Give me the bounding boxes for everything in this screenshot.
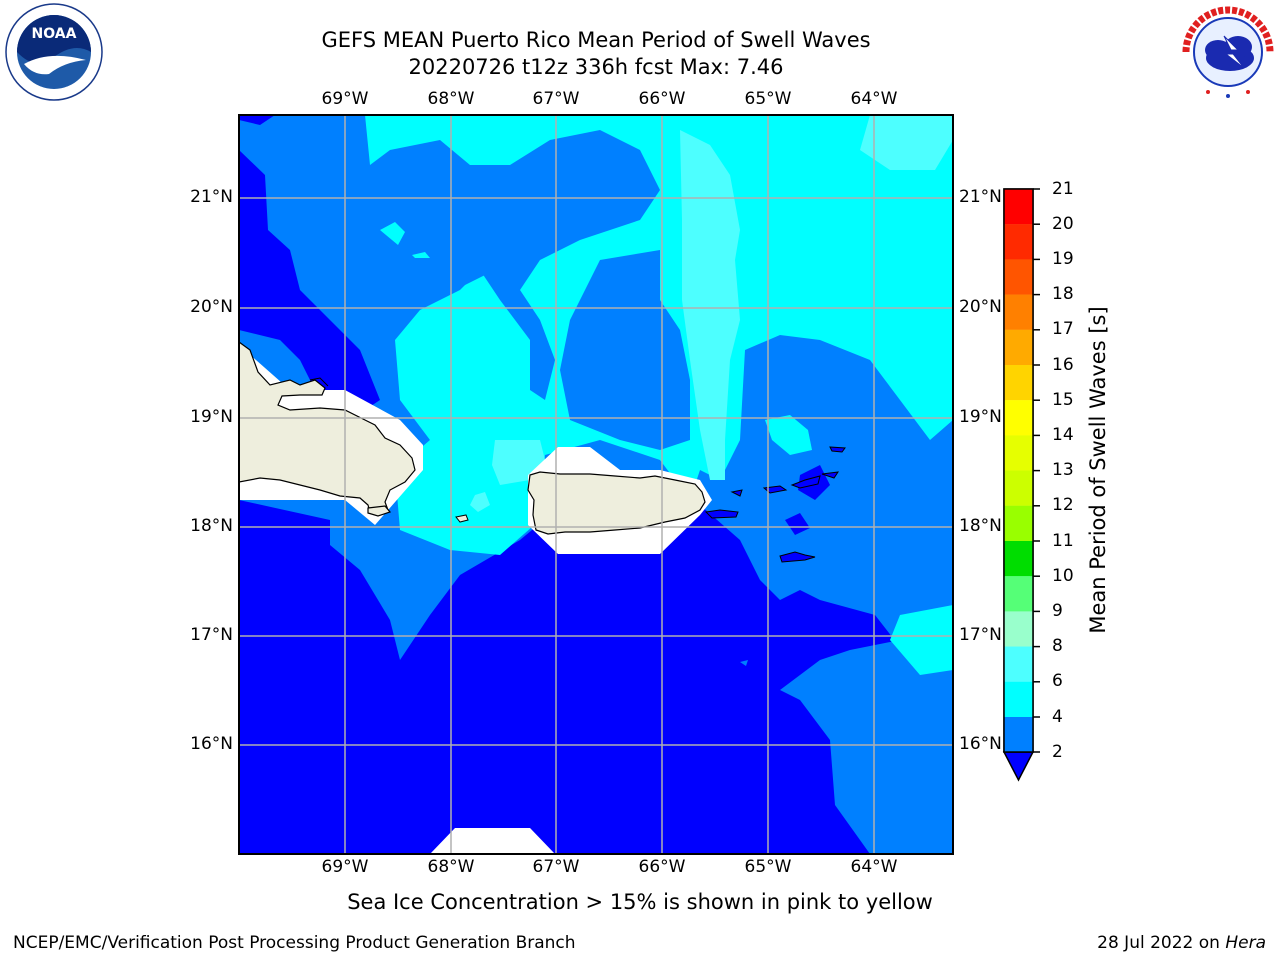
colorbar-tick: 21 [1052, 179, 1074, 199]
colorbar-tick: 8 [1052, 636, 1063, 656]
swell-level-8-9 [680, 130, 740, 480]
lat-label-left: 20°N [190, 297, 233, 317]
footer-host: Hera [1225, 933, 1266, 953]
land-hispaniola [239, 341, 416, 515]
lat-label-left: 19°N [190, 407, 233, 427]
svg-text:NOAA: NOAA [32, 26, 77, 42]
lon-label-top: 67°W [532, 89, 580, 109]
colorbar-tick: 20 [1052, 214, 1074, 234]
lat-label-left: 18°N [190, 516, 233, 536]
colorbar-extend-arrow [1002, 751, 1035, 782]
lon-label-bottom: 64°W [850, 857, 898, 877]
map-title: GEFS MEAN Puerto Rico Mean Period of Swe… [321, 28, 871, 52]
lat-label-left: 16°N [190, 734, 233, 754]
colorbar-tick: 4 [1052, 707, 1063, 727]
lon-label-top: 64°W [850, 89, 898, 109]
colorbar-tick: 6 [1052, 671, 1063, 691]
swell-level-6-8-se [890, 605, 953, 675]
noaa-logo-icon: NOAA [5, 3, 103, 101]
colorbar-tick: 14 [1052, 425, 1074, 445]
colorbar-tick: 15 [1052, 390, 1074, 410]
swell-spot [740, 660, 748, 666]
swell-level-4-6-south [780, 600, 953, 854]
colorbar-tick: 9 [1052, 601, 1063, 621]
lon-label-top: 69°W [321, 89, 369, 109]
swell-level-4-6-east [560, 250, 690, 450]
lon-label-bottom: 68°W [427, 857, 475, 877]
map-subtitle: 20220726 t12z 336h fcst Max: 7.46 [408, 55, 784, 79]
swell-spot [765, 415, 812, 455]
footer-date: 28 Jul 2022 on Hera [1097, 933, 1266, 953]
colorbar-tick: 13 [1052, 460, 1074, 480]
land-tortola [790, 475, 821, 489]
lon-label-top: 65°W [744, 89, 792, 109]
swell-spot-dark [785, 513, 810, 535]
missing-south [430, 828, 555, 854]
colorbar-tick: 11 [1052, 531, 1074, 551]
swell-spot [412, 252, 430, 258]
colorbar-tick: 10 [1052, 566, 1074, 586]
lon-label-top: 68°W [427, 89, 475, 109]
land-st-croix [779, 551, 816, 563]
lon-label-bottom: 66°W [638, 857, 686, 877]
nws-logo-icon [1181, 5, 1275, 99]
swell-level-2-4-nw-corner [239, 115, 275, 125]
lat-label-right: 17°N [959, 625, 1002, 645]
colorbar-tick: 2 [1052, 742, 1063, 762]
lat-label-right: 18°N [959, 516, 1002, 536]
map-gridlines [239, 115, 953, 854]
lat-label-right: 16°N [959, 734, 1002, 754]
swell-level-8-9-ne [860, 115, 953, 170]
colorbar-tick: 12 [1052, 495, 1074, 515]
swell-level-8-9-spot [470, 492, 490, 512]
lon-label-bottom: 67°W [532, 857, 580, 877]
lon-label-bottom: 69°W [321, 857, 369, 877]
land-virgin-gorda [821, 471, 840, 479]
lon-label-bottom: 65°W [744, 857, 792, 877]
lat-label-left: 17°N [190, 625, 233, 645]
land-vieques [704, 509, 739, 519]
colorbar-tick: 17 [1052, 319, 1074, 339]
lat-label-left: 21°N [190, 187, 233, 207]
sea-ice-note: Sea Ice Concentration > 15% is shown in … [347, 890, 933, 914]
footer-credit: NCEP/EMC/Verification Post Processing Pr… [13, 933, 576, 953]
coastline [309, 377, 329, 387]
swell-spot [380, 222, 405, 245]
swell-level-4-6-central [390, 175, 530, 300]
land-anegada [829, 446, 846, 453]
lat-label-right: 21°N [959, 187, 1002, 207]
map-frame [238, 114, 954, 855]
colorbar-tick: 16 [1052, 355, 1074, 375]
land-island [367, 505, 392, 517]
land-island [455, 514, 469, 523]
colorbar-tick: 19 [1052, 249, 1074, 269]
lat-label-right: 19°N [959, 407, 1002, 427]
lat-label-right: 20°N [959, 297, 1002, 317]
lon-label-top: 66°W [638, 89, 686, 109]
colorbar-tick: 18 [1052, 284, 1074, 304]
land-culebra [730, 489, 743, 497]
colorbar-overlay [1003, 188, 1034, 753]
footer-date-text: 28 Jul 2022 on [1097, 933, 1226, 953]
